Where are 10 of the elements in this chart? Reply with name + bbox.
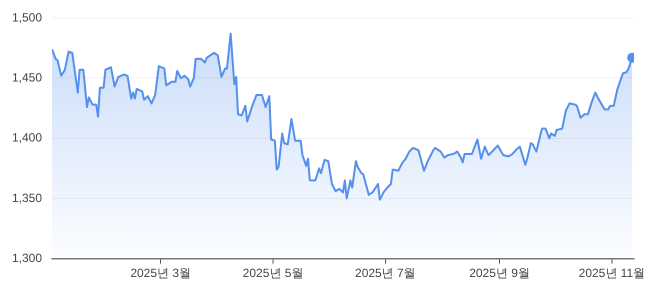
x-tick-label: 2025년 11월 bbox=[578, 266, 646, 280]
y-tick-label: 1,450 bbox=[12, 70, 42, 84]
x-tick-label: 2025년 7월 bbox=[355, 266, 416, 280]
y-tick-label: 1,400 bbox=[12, 130, 42, 145]
y-tick-label: 1,350 bbox=[12, 190, 42, 205]
x-tick-label: 2025년 5월 bbox=[242, 266, 304, 280]
x-tick-label: 2025년 9월 bbox=[469, 266, 530, 280]
y-tick-label: 1,300 bbox=[12, 250, 42, 265]
x-tick-label: 2025년 3월 bbox=[130, 266, 192, 280]
y-tick-label: 1,500 bbox=[12, 10, 42, 24]
